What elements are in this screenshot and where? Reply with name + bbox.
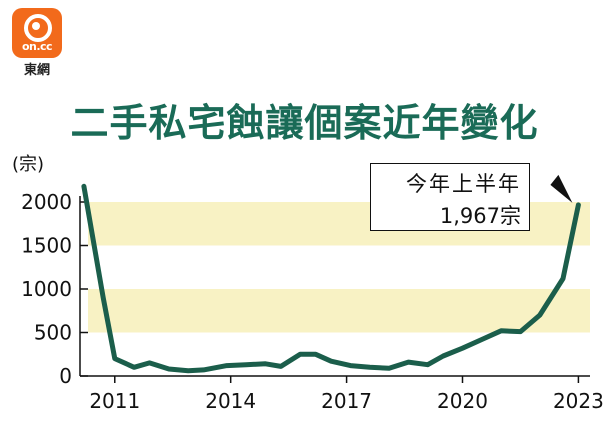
- x-axis: 2011 2014 2017 2020 2023: [80, 375, 604, 413]
- logo-ring-icon: [24, 14, 52, 42]
- annotation-line-1: 今年上半年: [406, 172, 521, 196]
- annotation-line-2: 1,967宗: [439, 204, 521, 228]
- annotation-callout: 今年上半年 1,967宗: [370, 163, 530, 231]
- x-tick-label-2014: 2014: [205, 389, 256, 413]
- series-layer: [81, 174, 581, 374]
- y-tick-label-1500: 1500: [21, 234, 72, 258]
- logo-mark-text: on.cc: [21, 40, 53, 53]
- y-axis-unit-label: (宗): [12, 154, 45, 175]
- series-line: [81, 183, 581, 374]
- y-tick-label-0: 0: [59, 364, 72, 388]
- oncc-logo: on.cc 東網: [12, 8, 64, 78]
- logo-caption: 東網: [23, 63, 50, 78]
- x-tick-label-2017: 2017: [321, 389, 372, 413]
- y-tick-label-1000: 1000: [21, 277, 72, 301]
- chart-title: 二手私宅蝕讓個案近年變化: [70, 101, 539, 145]
- y-tick-label-500: 500: [34, 321, 72, 345]
- x-tick-label-2011: 2011: [89, 389, 140, 413]
- y-tick-label-2000: 2000: [21, 190, 72, 214]
- y-axis: 0 500 1000 1500 2000: [21, 190, 88, 388]
- callout-pointer: [550, 174, 573, 203]
- x-tick-label-2023: 2023: [553, 389, 604, 413]
- logo-dot-icon: [32, 22, 40, 30]
- x-tick-label-2020: 2020: [437, 389, 488, 413]
- band-0: [88, 289, 590, 333]
- logo-badge: on.cc: [12, 8, 62, 58]
